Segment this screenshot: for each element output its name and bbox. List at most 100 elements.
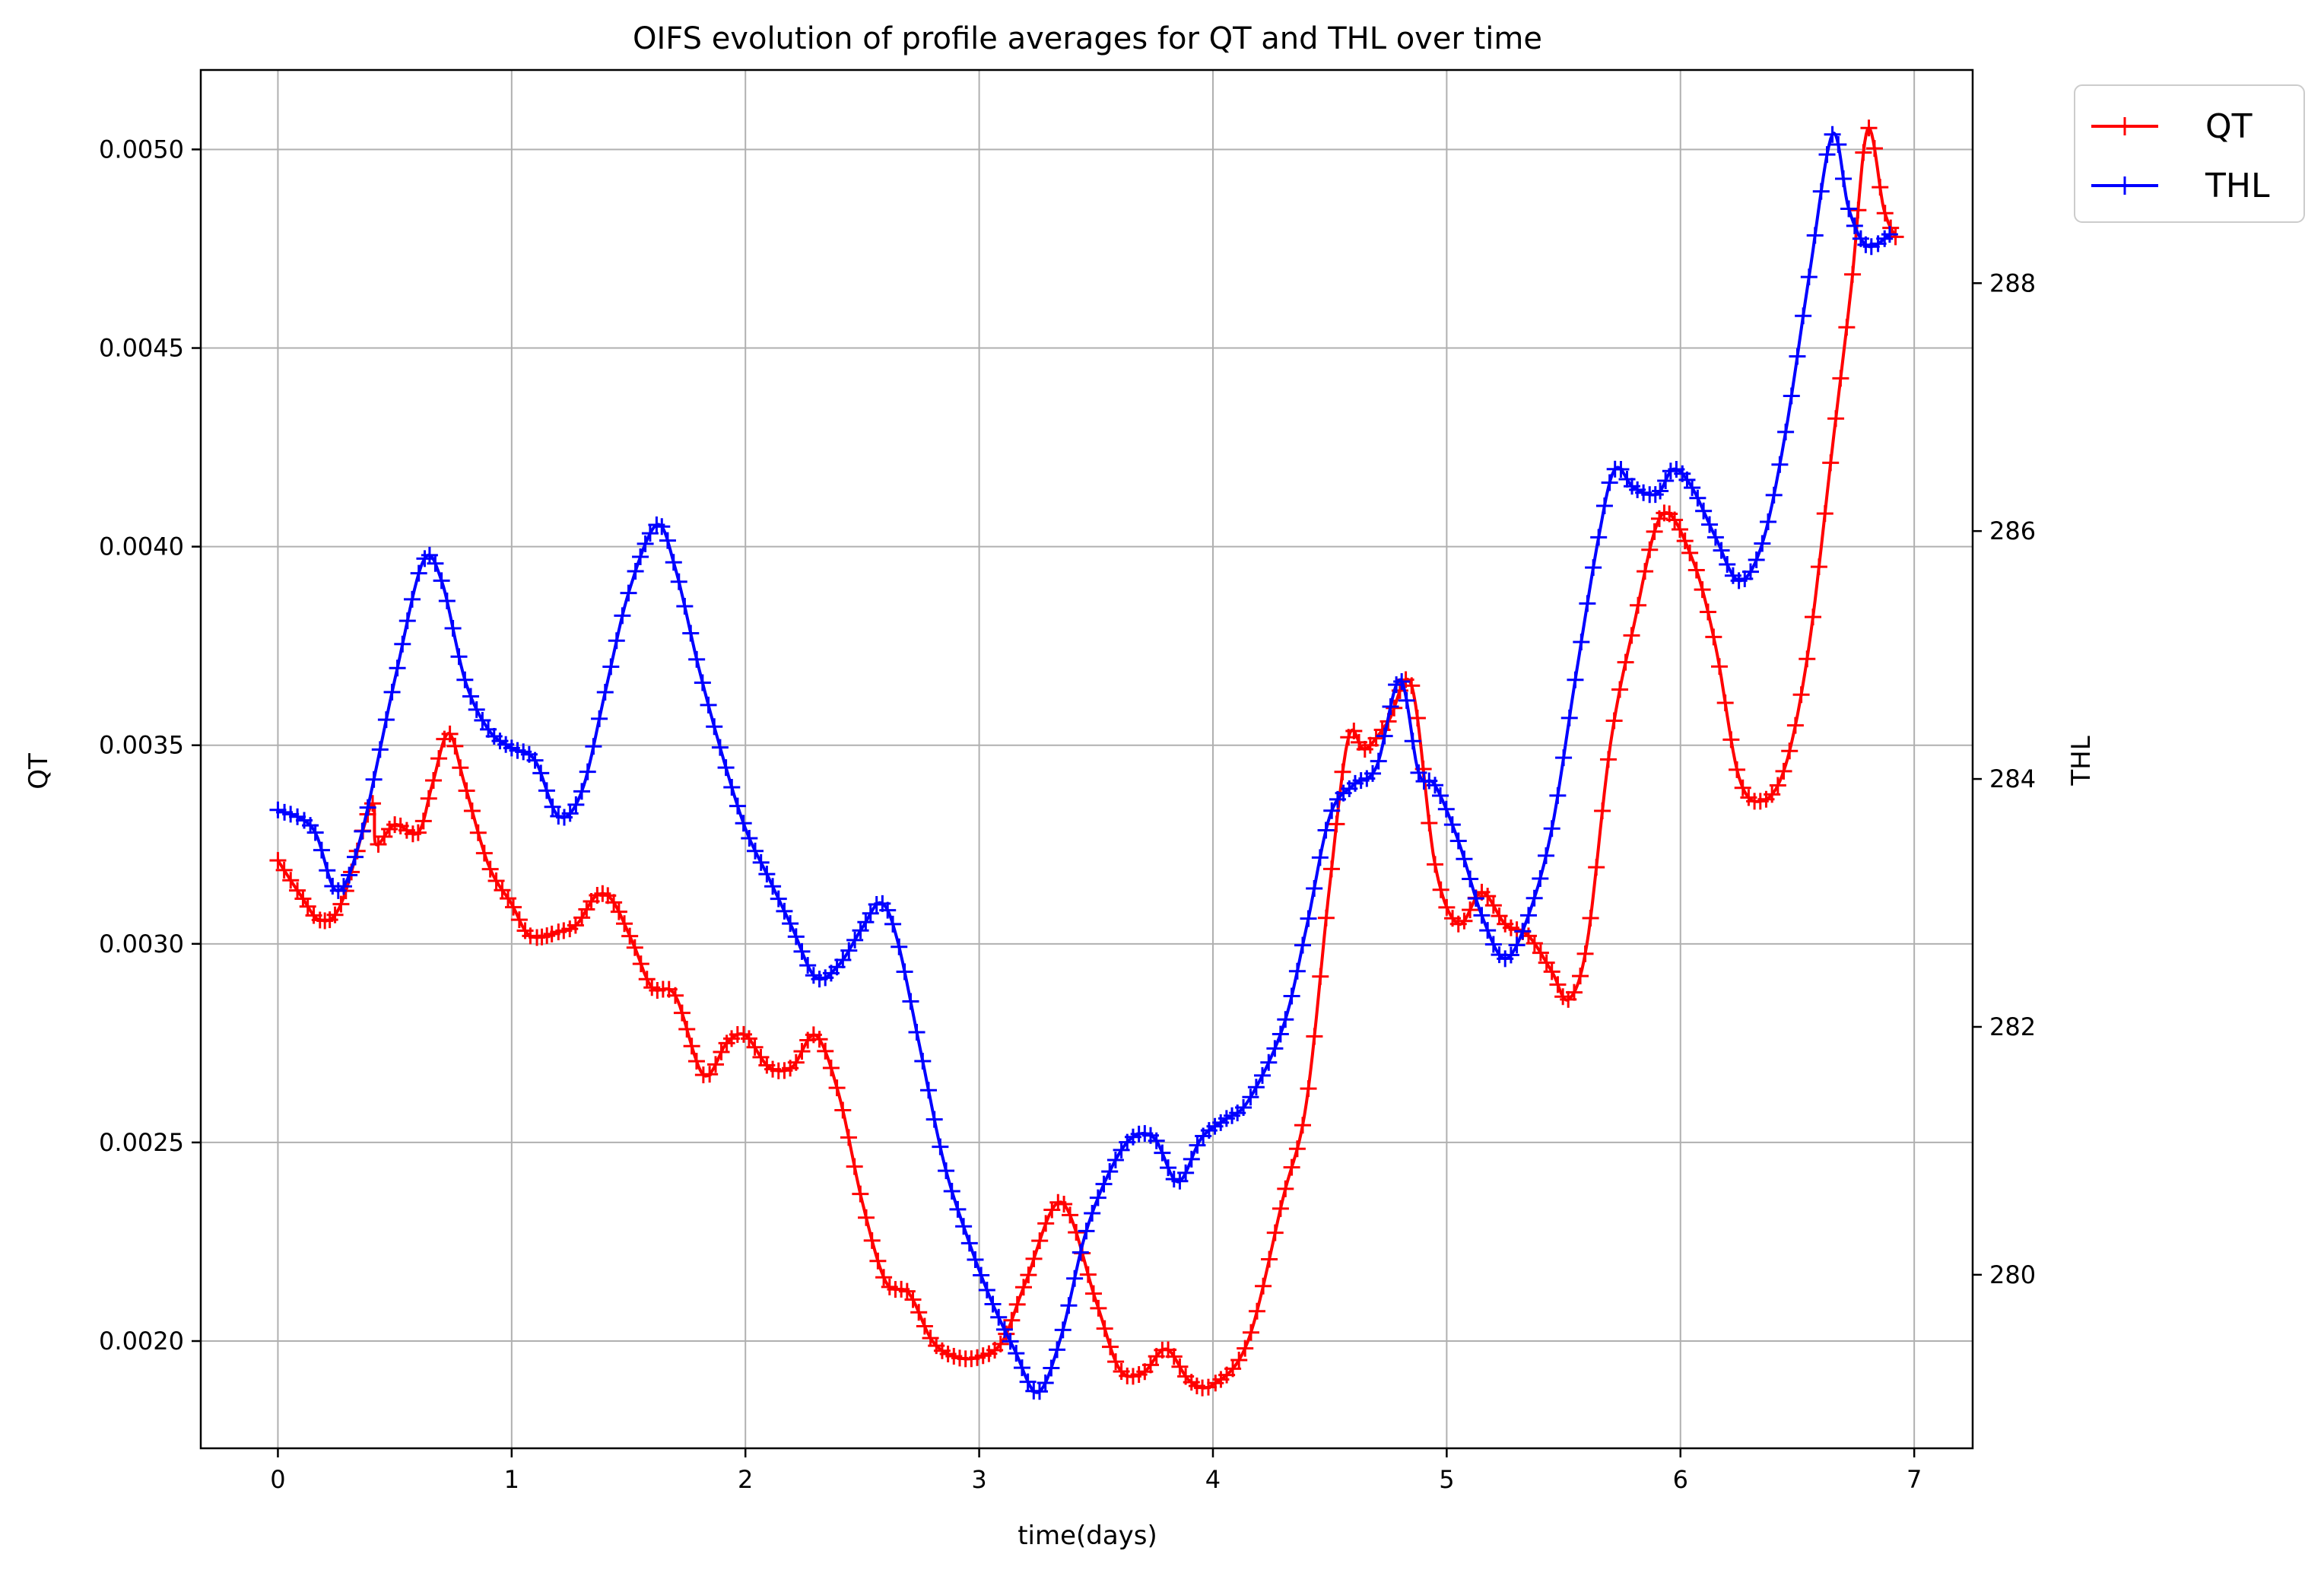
data-point-qt-42 [505, 898, 522, 916]
data-point-thl-223 [1567, 671, 1584, 688]
data-point-qt-34 [458, 782, 475, 799]
data-point-thl-216 [1526, 889, 1543, 907]
data-point-thl-127 [1008, 1345, 1025, 1362]
data-point-thl-245 [1689, 489, 1706, 507]
data-point-thl-129 [1019, 1373, 1037, 1390]
data-point-qt-179 [1294, 1117, 1311, 1134]
data-point-qt-99 [828, 1079, 846, 1097]
data-point-qt-262 [1769, 777, 1786, 794]
x-tick-label-7: 7 [1907, 1465, 1922, 1494]
y-tick-label-4: 0.0040 [99, 532, 184, 561]
grid [201, 70, 1973, 1448]
data-point-qt-112 [904, 1291, 922, 1308]
y2-axis-label: THL [2066, 736, 2097, 786]
y-tick-label-5: 0.0045 [99, 334, 184, 363]
data-point-thl-204 [1456, 850, 1473, 868]
data-point-thl-272 [1846, 217, 1863, 234]
data-point-thl-116 [943, 1183, 960, 1200]
data-point-qt-26 [414, 812, 432, 830]
data-point-thl-73 [694, 674, 711, 691]
data-point-thl-219 [1543, 820, 1560, 837]
series-thl [269, 126, 1898, 1400]
data-point-qt-84 [740, 1030, 757, 1047]
data-point-qt-265 [1786, 717, 1804, 734]
data-point-thl-125 [995, 1321, 1013, 1338]
data-point-qt-92 [787, 1054, 805, 1071]
data-point-thl-86 [770, 890, 787, 907]
data-point-thl-226 [1585, 559, 1602, 577]
data-point-qt-208 [1462, 901, 1479, 919]
data-point-qt-280 [1872, 179, 1889, 196]
data-point-qt-235 [1617, 653, 1634, 671]
data-point-thl-105 [879, 901, 897, 919]
data-point-thl-53 [579, 763, 596, 780]
data-point-qt-239 [1641, 541, 1659, 558]
data-point-qt-147 [1107, 1353, 1125, 1371]
data-point-thl-68 [665, 554, 682, 571]
data-point-qt-233 [1605, 712, 1623, 729]
data-point-qt-182 [1312, 968, 1329, 985]
data-point-qt-251 [1705, 628, 1722, 646]
data-point-thl-19 [383, 683, 401, 701]
data-point-qt-252 [1711, 658, 1728, 675]
data-point-thl-64 [641, 525, 659, 542]
data-point-thl-128 [1013, 1359, 1030, 1377]
data-point-qt-143 [1084, 1285, 1102, 1302]
y2-tick-label-0: 280 [1989, 1260, 2036, 1289]
data-point-thl-107 [891, 938, 908, 955]
data-point-qt-134 [1031, 1232, 1049, 1250]
data-point-thl-117 [949, 1200, 967, 1218]
data-point-qt-229 [1582, 909, 1599, 926]
data-point-qt-104 [858, 1209, 875, 1226]
y2-tick-label-4: 288 [1989, 269, 2036, 297]
data-point-thl-196 [1410, 764, 1427, 781]
data-point-thl-137 [1066, 1270, 1084, 1287]
data-point-thl-132 [1037, 1375, 1054, 1391]
data-point-thl-217 [1532, 869, 1549, 887]
data-point-thl-32 [456, 671, 474, 688]
plot-frame [199, 68, 1974, 1450]
data-point-thl-28 [433, 572, 450, 590]
data-point-qt-85 [746, 1038, 764, 1056]
data-point-qt-27 [420, 790, 437, 807]
data-point-thl-69 [670, 573, 687, 590]
data-point-thl-176 [1294, 936, 1311, 954]
data-point-thl-120 [967, 1251, 984, 1268]
data-point-thl-138 [1072, 1244, 1089, 1261]
data-point-qt-177 [1283, 1158, 1300, 1176]
data-point-thl-72 [688, 650, 706, 668]
data-point-thl-249 [1713, 542, 1730, 559]
data-point-qt-261 [1764, 786, 1781, 803]
data-point-qt-37 [475, 844, 493, 862]
data-point-qt-195 [1386, 699, 1403, 717]
data-point-qt-130 [1008, 1295, 1026, 1313]
data-point-thl-124 [990, 1308, 1008, 1326]
data-point-thl-203 [1449, 832, 1467, 850]
x-tick-label-1: 1 [504, 1465, 519, 1494]
data-point-thl-54 [585, 738, 602, 755]
data-point-thl-102 [862, 904, 879, 922]
data-point-qt-228 [1576, 945, 1594, 962]
data-point-qt-31 [441, 725, 459, 742]
chart-title: OIFS evolution of profile averages for Q… [633, 21, 1542, 56]
data-point-thl-142 [1095, 1175, 1113, 1193]
data-point-thl-229 [1601, 474, 1618, 491]
data-point-thl-15 [359, 799, 376, 816]
data-point-qt-153 [1142, 1356, 1160, 1374]
data-point-thl-52 [573, 783, 591, 800]
data-point-qt-250 [1699, 603, 1716, 621]
data-point-thl-31 [450, 648, 468, 666]
data-point-thl-256 [1754, 535, 1771, 552]
data-point-qt-167 [1224, 1360, 1242, 1378]
data-point-qt-113 [910, 1304, 928, 1321]
x-tick-label-3: 3 [971, 1465, 986, 1494]
data-point-thl-171 [1266, 1040, 1284, 1057]
data-point-thl-200 [1432, 787, 1449, 804]
data-point-thl-139 [1078, 1222, 1095, 1240]
data-point-thl-238 [1652, 482, 1669, 500]
data-point-thl-206 [1467, 890, 1484, 907]
data-point-thl-106 [884, 915, 902, 933]
data-point-qt-276 [1849, 202, 1867, 219]
data-point-qt-41 [500, 890, 517, 907]
